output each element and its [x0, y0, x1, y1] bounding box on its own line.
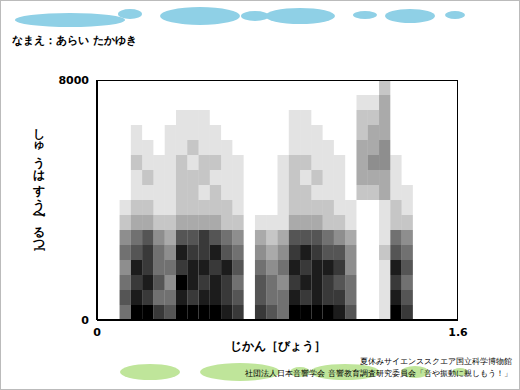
- html-text:じかん［びょう］: じかん［びょう］: [229, 339, 326, 353]
- svg-text:1.6: 1.6: [448, 326, 468, 339]
- html-text:しゅうはすう［へるつ］: しゅうはすう［へるつ］: [32, 120, 46, 246]
- svg-text:0: 0: [81, 314, 89, 327]
- html-text:社団法人日本音響学会 音響教育調査研究委員会「音や振動に親し: 社団法人日本音響学会 音響教育調査研究委員会「音や振動に親しもう！」: [245, 369, 512, 378]
- svg-text:8000: 8000: [58, 74, 89, 87]
- svg-text:0: 0: [93, 326, 101, 339]
- html-text:夏休みサイエンススクエア国立科学博物館: 夏休みサイエンススクエア国立科学博物館: [360, 357, 512, 366]
- html-text:なまえ：あらい たかゆき: なまえ：あらい たかゆき: [12, 34, 137, 47]
